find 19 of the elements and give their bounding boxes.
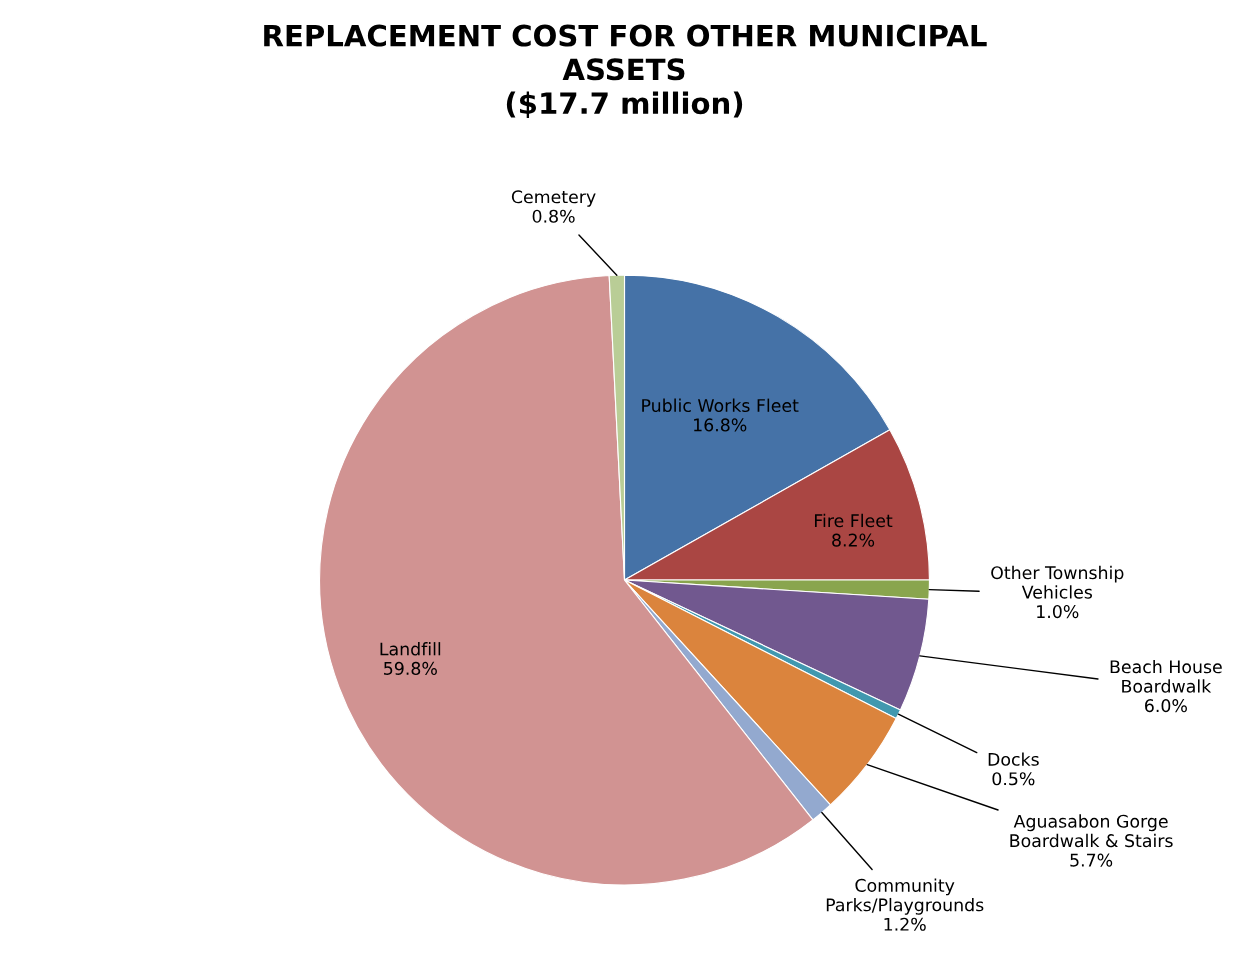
data-label: 8.2% xyxy=(832,533,875,547)
slice-label: Landfill xyxy=(380,642,441,656)
slice-label: Beach House Boardwalk xyxy=(1110,659,1222,693)
data-label: 1.2% xyxy=(884,917,926,931)
slice-label: Fire Fleet xyxy=(814,513,893,528)
data-label: 6.0% xyxy=(1145,699,1187,713)
slice-label: Aguasabon Gorge Boardwalk & Stairs xyxy=(1010,814,1173,848)
data-label: 5.7% xyxy=(1070,853,1113,867)
data-label: 1.0% xyxy=(1037,605,1079,619)
data-label: 0.5% xyxy=(992,772,1035,786)
data-label: 59.8% xyxy=(384,661,437,675)
slice-label: Community Parks/Playgrounds xyxy=(826,878,984,915)
slice-label: Other Township Vehicles xyxy=(991,565,1124,599)
slice-label: Public Works Fleet xyxy=(642,398,799,413)
slice-label: Cemetery xyxy=(511,190,596,207)
data-label: 0.8% xyxy=(532,209,575,223)
data-label: 16.8% xyxy=(694,418,747,432)
slice-label: Docks xyxy=(988,752,1039,766)
chart-title: REPLACEMENT COST FOR OTHER MUNICIPAL ASSETS ($17.7 million) xyxy=(264,24,987,119)
